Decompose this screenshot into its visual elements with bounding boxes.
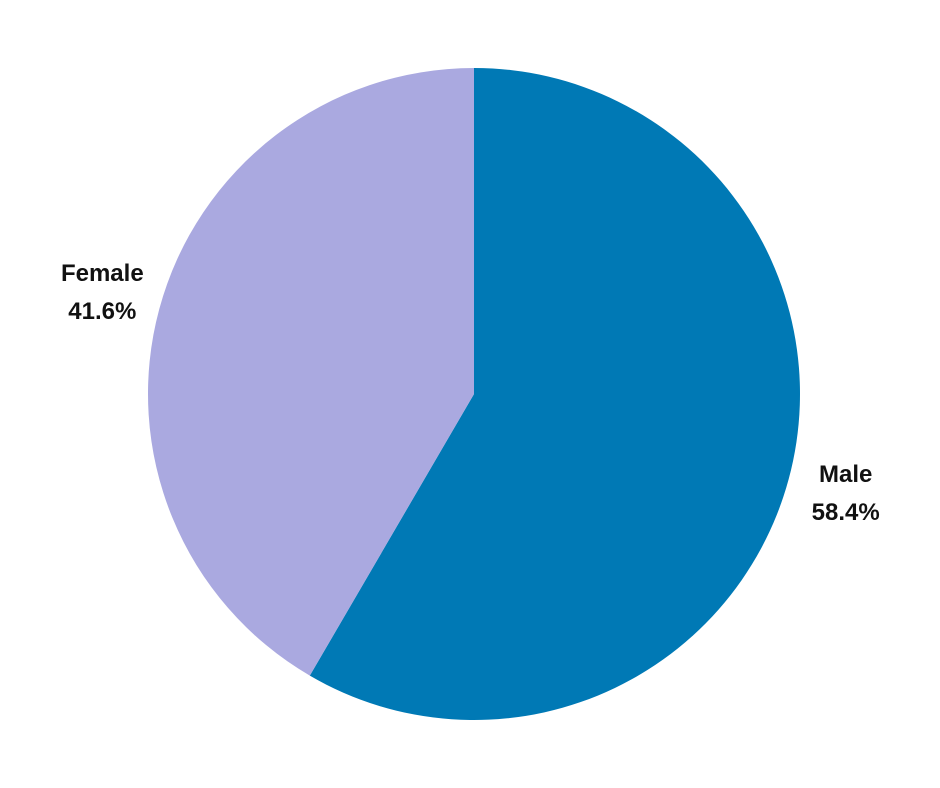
slice-label: Male <box>819 461 872 488</box>
slice-value-label: 41.6% <box>68 298 136 325</box>
pie-slice <box>147 67 474 676</box>
slice-value-label: 58.4% <box>812 499 880 526</box>
slice-label: Female <box>61 260 144 287</box>
pie-slice <box>309 68 800 720</box>
